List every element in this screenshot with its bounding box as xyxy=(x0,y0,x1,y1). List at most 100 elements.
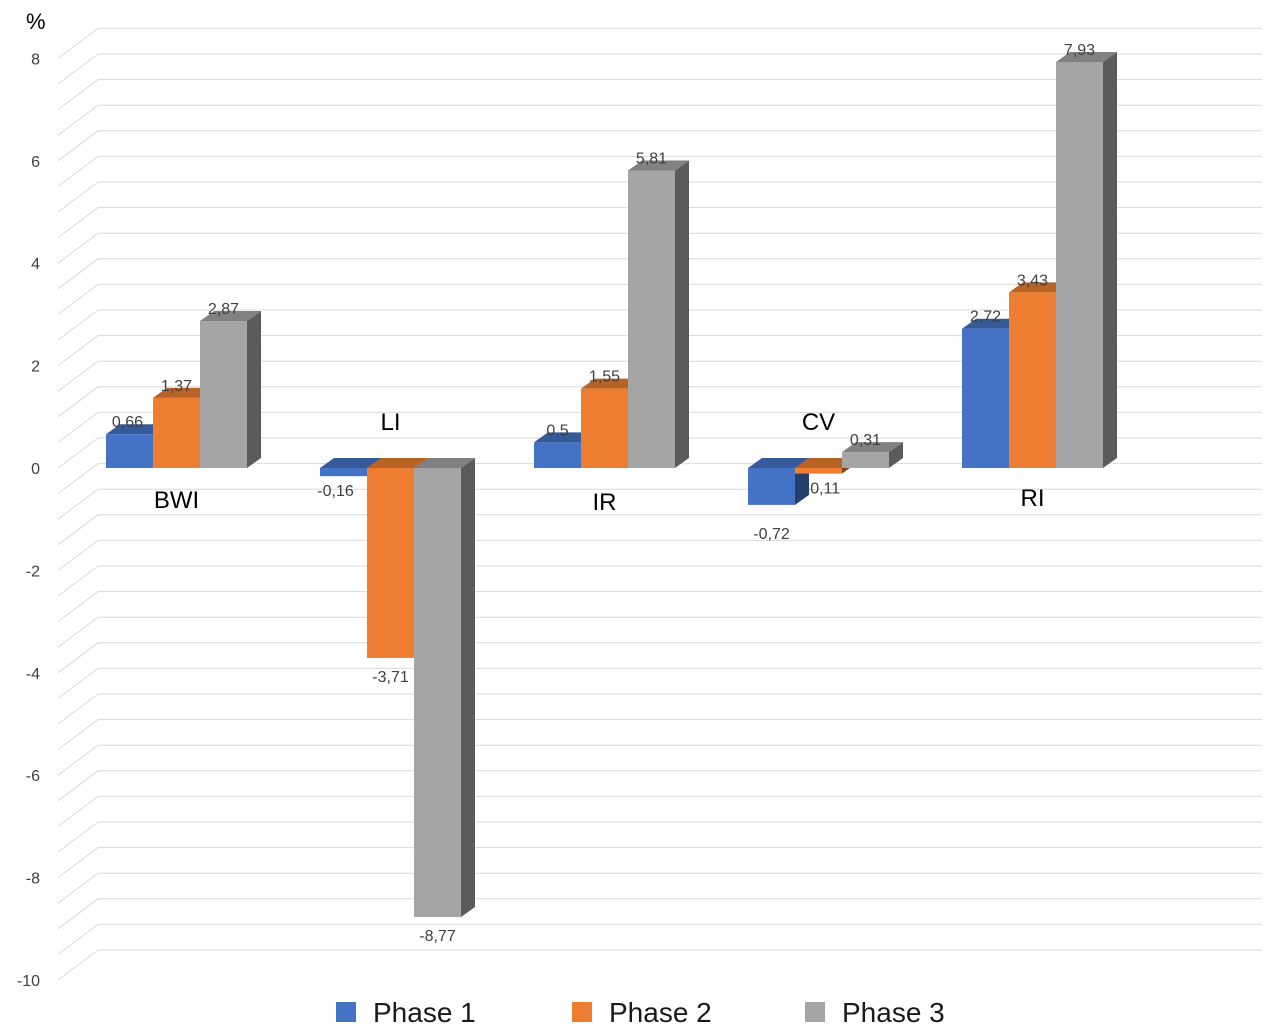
bar-front xyxy=(414,468,461,918)
bar-side xyxy=(889,442,903,468)
category-label: IR xyxy=(593,489,617,516)
legend-item: Phase 2 xyxy=(572,997,712,1028)
gridlines xyxy=(57,27,1262,981)
data-label: 2,72 xyxy=(970,309,1001,326)
gridline xyxy=(57,283,1262,315)
bar xyxy=(748,458,809,505)
gridline xyxy=(57,719,1262,750)
data-label: 7,93 xyxy=(1064,42,1095,59)
bar-top xyxy=(153,387,214,398)
data-label: 1,55 xyxy=(589,369,620,386)
gridline xyxy=(57,309,1262,341)
gridline xyxy=(57,130,1262,162)
data-label: 2,87 xyxy=(208,301,239,318)
bar-side xyxy=(247,311,261,468)
y-axis-unit-label: % xyxy=(26,9,46,34)
data-label: 0,5 xyxy=(546,422,568,439)
gridline xyxy=(57,207,1262,239)
gridline xyxy=(57,386,1262,418)
bar-top xyxy=(534,432,595,443)
category-label: RI xyxy=(1021,485,1045,512)
y-tick-label: -8 xyxy=(26,871,40,888)
data-label: 3,43 xyxy=(1017,272,1048,289)
bar-top xyxy=(628,160,689,171)
gridline xyxy=(57,565,1262,597)
data-label: -8,77 xyxy=(419,928,456,945)
gridline xyxy=(57,872,1262,904)
bar-top xyxy=(795,458,856,468)
y-tick-label: -10 xyxy=(17,973,40,990)
y-tick-label: -6 xyxy=(26,768,40,785)
bar-side xyxy=(675,160,689,468)
bar-side xyxy=(1103,51,1117,468)
gridline xyxy=(57,949,1262,981)
gridline xyxy=(57,923,1262,955)
bar-front xyxy=(1009,292,1056,468)
data-label: -0,11 xyxy=(805,481,840,498)
gridline xyxy=(57,411,1262,443)
legend: Phase 1 Phase 2 Phase 3 xyxy=(336,997,945,1028)
data-label: 0,31 xyxy=(850,432,881,449)
bar-top xyxy=(1009,282,1070,293)
data-labels: 0,66 1,37 2,87 -0,16 -3,71 -8,77 0,5 1,55 5,81 -0… xyxy=(112,42,1095,945)
bar-top xyxy=(414,458,475,468)
legend-swatch xyxy=(336,1002,356,1022)
legend-label: Phase 2 xyxy=(609,997,712,1028)
legend-label: Phase 1 xyxy=(373,997,476,1028)
category-label: BWI xyxy=(154,487,199,514)
gridline xyxy=(57,693,1262,725)
y-tick-label: 4 xyxy=(31,256,40,273)
bar-front xyxy=(106,434,153,468)
bars xyxy=(106,51,1117,918)
data-label: -0,16 xyxy=(317,483,354,500)
gridline xyxy=(57,53,1262,85)
bar-top xyxy=(581,378,642,389)
gridline xyxy=(57,539,1262,571)
bar-front xyxy=(153,397,200,468)
y-tick-label: -2 xyxy=(26,563,40,580)
gridline xyxy=(57,847,1262,878)
gridline xyxy=(57,335,1262,367)
bar-top xyxy=(367,458,428,468)
gridline xyxy=(57,744,1262,776)
y-tick-label: 6 xyxy=(31,154,40,171)
bar-front xyxy=(367,468,414,658)
gridline xyxy=(57,616,1262,648)
bar-front xyxy=(534,442,581,468)
gridline xyxy=(57,642,1262,674)
y-tick-label: 2 xyxy=(31,359,40,376)
y-tick-label: 8 xyxy=(31,51,40,68)
y-axis-ticks: 8 6 4 2 0 -2 -4 -6 -8 -10 xyxy=(17,51,40,990)
bar-top xyxy=(320,458,381,468)
bar-top xyxy=(200,311,261,322)
bar-front xyxy=(962,328,1009,468)
gridline xyxy=(57,155,1262,187)
y-tick-label: 0 xyxy=(31,461,40,478)
legend-item: Phase 3 xyxy=(805,997,945,1028)
gridline xyxy=(57,591,1262,622)
bar-side xyxy=(461,458,475,918)
legend-label: Phase 3 xyxy=(842,997,945,1028)
gridline xyxy=(57,79,1262,110)
bar-front xyxy=(1056,61,1103,468)
data-label: -3,71 xyxy=(372,669,409,686)
bar xyxy=(628,160,689,468)
bar-front xyxy=(748,468,795,505)
gridline xyxy=(57,181,1262,213)
gridline xyxy=(57,437,1262,469)
bar-front xyxy=(842,452,889,468)
category-label: CV xyxy=(802,409,835,436)
bar-front xyxy=(320,468,367,477)
gridline xyxy=(57,821,1262,853)
data-label: -0,72 xyxy=(753,526,790,543)
bar xyxy=(200,311,261,468)
bar-front xyxy=(628,170,675,468)
legend-item: Phase 1 xyxy=(336,997,476,1028)
bar-front xyxy=(795,468,842,474)
bar xyxy=(1056,51,1117,468)
gridline xyxy=(57,488,1262,520)
data-label: 1,37 xyxy=(161,378,192,395)
bar-top xyxy=(748,458,809,468)
bar-front xyxy=(200,321,247,468)
category-labels: BWI LI IR CV RI xyxy=(154,409,1045,516)
